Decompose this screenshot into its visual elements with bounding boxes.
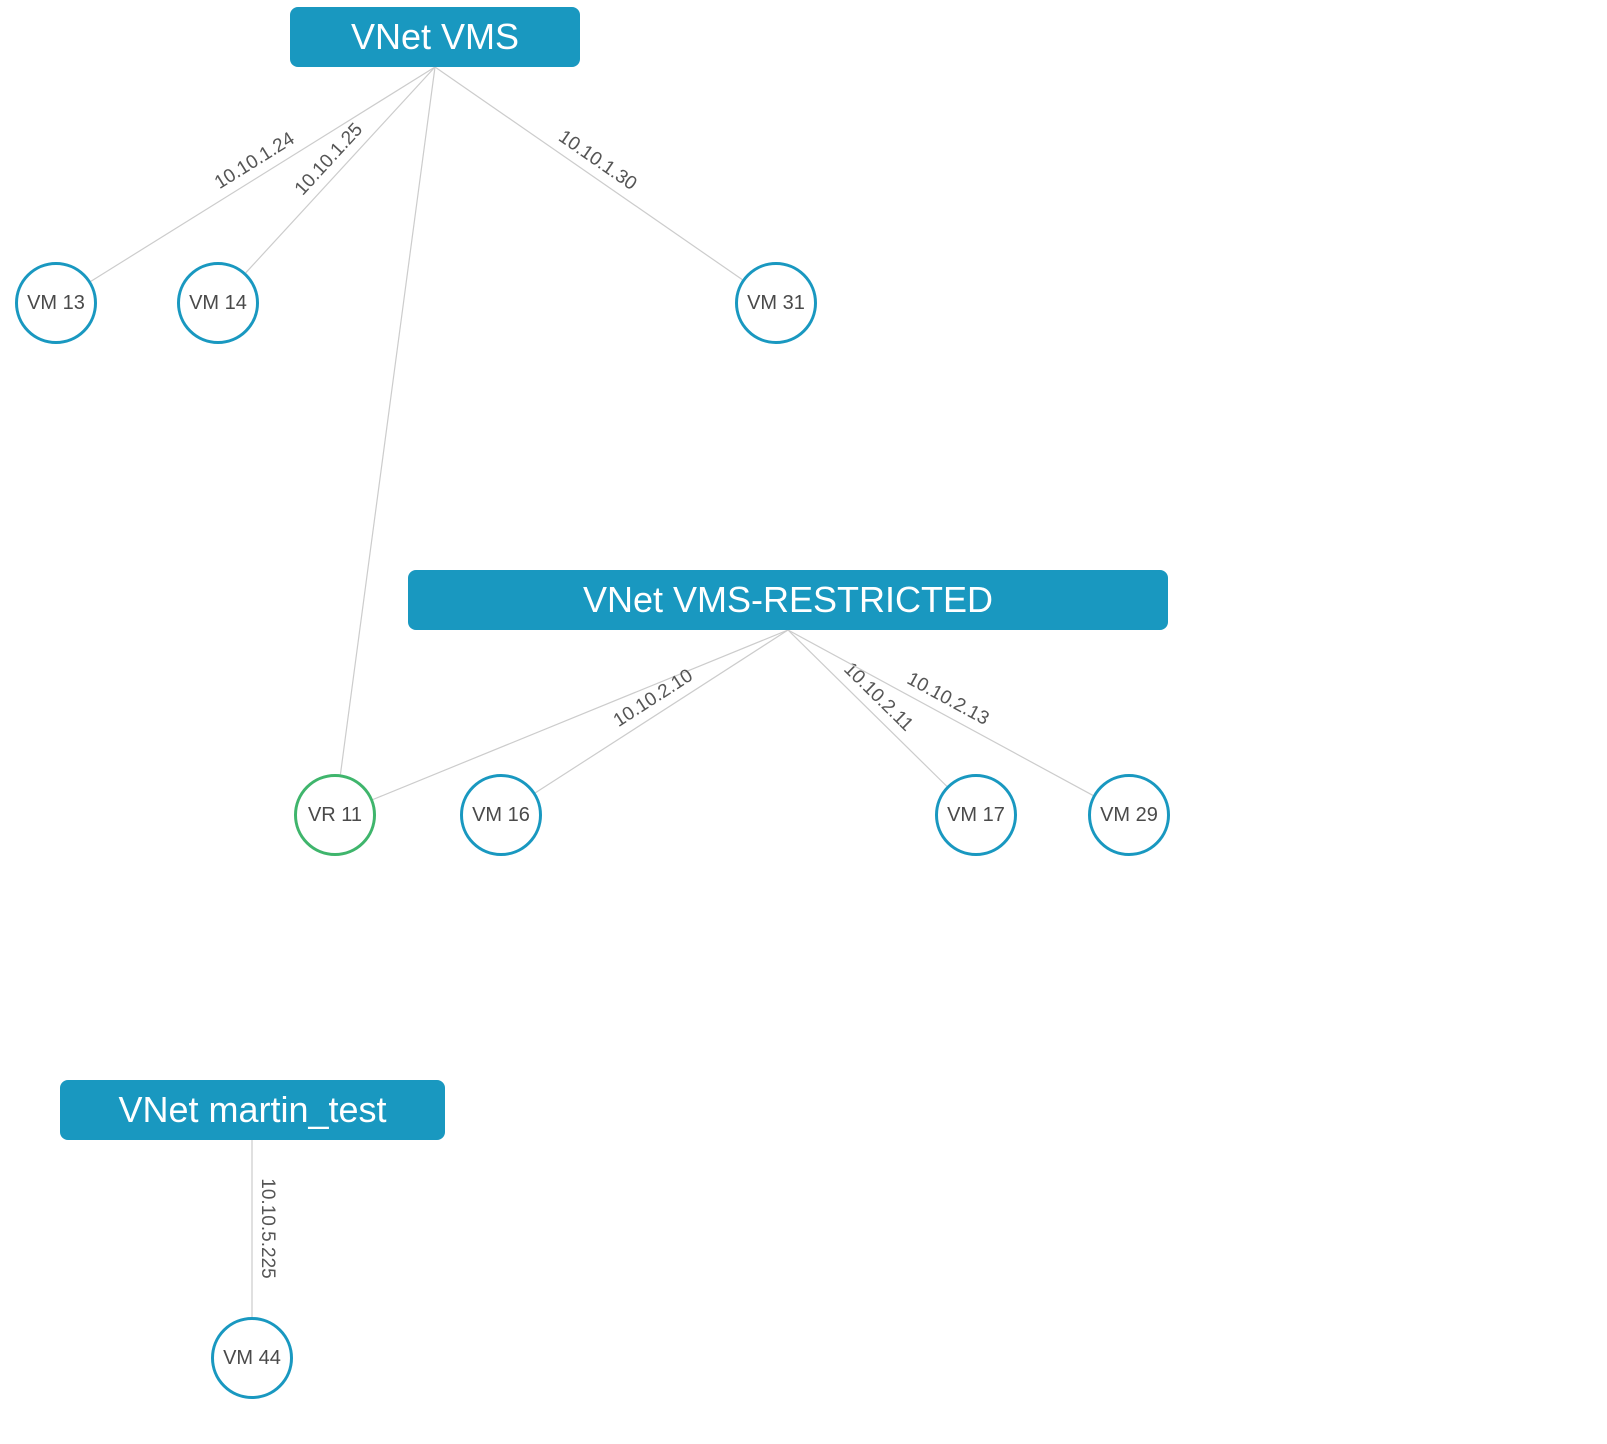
edge-label: 10.10.5.225 bbox=[257, 1178, 278, 1278]
edge-label: 10.10.1.30 bbox=[555, 126, 641, 194]
edge bbox=[435, 67, 742, 280]
edge-label: 10.10.1.25 bbox=[291, 119, 367, 199]
node-label: VR 11 bbox=[308, 804, 362, 827]
node-label: VM 44 bbox=[223, 1347, 281, 1370]
node-vm31[interactable]: VM 31 bbox=[735, 262, 817, 344]
vnet-box-label: VNet martin_test bbox=[118, 1089, 386, 1131]
edge-label: 10.10.2.10 bbox=[610, 665, 697, 731]
node-label: VM 31 bbox=[747, 292, 805, 315]
node-vm16[interactable]: VM 16 bbox=[460, 774, 542, 856]
node-vm17[interactable]: VM 17 bbox=[935, 774, 1017, 856]
node-vr11[interactable]: VR 11 bbox=[294, 774, 376, 856]
node-vm44[interactable]: VM 44 bbox=[211, 1317, 293, 1399]
edge bbox=[91, 67, 435, 281]
node-label: VM 17 bbox=[947, 804, 1005, 827]
node-vm29[interactable]: VM 29 bbox=[1088, 774, 1170, 856]
edge-label: 10.10.1.24 bbox=[211, 128, 299, 194]
edge-label: 10.10.2.11 bbox=[839, 659, 917, 736]
vnet-box-vnet-vms[interactable]: VNet VMS bbox=[290, 7, 580, 67]
edge bbox=[788, 630, 947, 786]
edge-label: 10.10.2.13 bbox=[903, 668, 992, 729]
node-label: VM 14 bbox=[189, 292, 247, 315]
node-vm14[interactable]: VM 14 bbox=[177, 262, 259, 344]
vnet-box-vnet-martin-test[interactable]: VNet martin_test bbox=[60, 1080, 445, 1140]
vnet-box-vnet-vms-restricted[interactable]: VNet VMS-RESTRICTED bbox=[408, 570, 1168, 630]
node-label: VM 16 bbox=[472, 804, 530, 827]
node-label: VM 29 bbox=[1100, 804, 1158, 827]
network-edges-layer: 10.10.1.2410.10.1.25 10.10.1.30 10.10.2.10… bbox=[0, 0, 1607, 1444]
edge bbox=[373, 630, 788, 799]
node-vm13[interactable]: VM 13 bbox=[15, 262, 97, 344]
vnet-box-label: VNet VMS bbox=[351, 16, 519, 58]
node-label: VM 13 bbox=[27, 292, 85, 315]
edge bbox=[340, 67, 435, 774]
edge bbox=[246, 67, 435, 273]
vnet-box-label: VNet VMS-RESTRICTED bbox=[583, 579, 993, 621]
edge bbox=[788, 630, 1093, 795]
edge bbox=[535, 630, 788, 793]
